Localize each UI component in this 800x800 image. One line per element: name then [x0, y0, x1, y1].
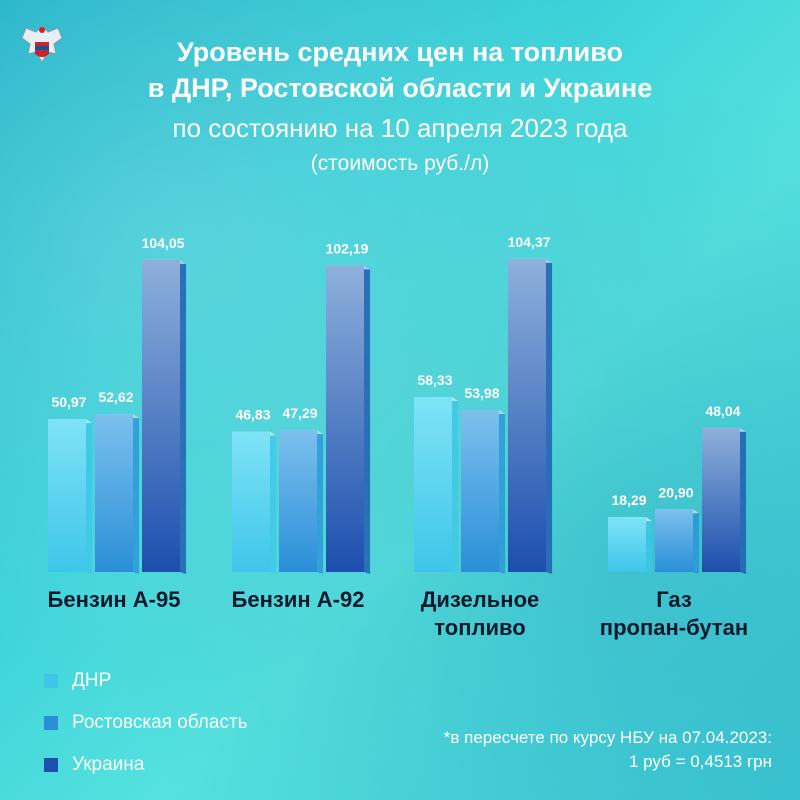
- category-label: Бензин А-92: [198, 586, 398, 614]
- bar-side: [452, 397, 459, 574]
- legend: ДНР Ростовская область Украина: [44, 660, 248, 786]
- bar-side: [364, 265, 371, 574]
- category-label-line: пропан-бутан: [599, 615, 749, 640]
- legend-item-dnr: ДНР: [44, 660, 248, 702]
- legend-swatch: [44, 758, 58, 772]
- data-label: 50,97: [51, 394, 86, 410]
- data-label: 46,83: [235, 407, 270, 423]
- chart-title: Уровень средних цен на топливо в ДНР, Ро…: [0, 34, 800, 180]
- category-label: Газ пропан-бутан: [574, 586, 774, 642]
- footnote-line-1: *в пересчете по курсу НБУ на 07.04.2023:: [443, 728, 772, 747]
- bar: [326, 265, 364, 572]
- bar: [95, 414, 133, 572]
- legend-swatch: [44, 674, 58, 688]
- data-label: 102,19: [326, 240, 369, 256]
- category-label: Дизельное топливо: [380, 586, 580, 642]
- subtitle-date: по состоянию на 10 апреля 2023 года: [172, 113, 628, 143]
- bar: [461, 410, 499, 572]
- bar: [508, 258, 546, 572]
- bar-side: [180, 259, 187, 574]
- bar: [232, 431, 270, 572]
- bar-side: [693, 509, 700, 574]
- footnote-line-2: 1 руб = 0,4513 грн: [628, 752, 772, 771]
- legend-item-ukraine: Украина: [44, 744, 248, 786]
- category-label-line: Бензин А-92: [231, 587, 365, 612]
- bar: [655, 509, 693, 572]
- data-label: 53,98: [464, 385, 499, 401]
- data-label: 104,05: [142, 235, 185, 251]
- bar: [608, 517, 646, 572]
- data-label: 18,29: [611, 492, 646, 508]
- subtitle-unit: (стоимость руб./л): [310, 152, 490, 175]
- category-label-line: Дизельное: [420, 587, 540, 612]
- data-label: 20,90: [658, 484, 693, 500]
- data-label: 48,04: [705, 403, 740, 419]
- category-label-line: Газ: [656, 587, 692, 612]
- bar: [279, 430, 317, 572]
- title-line-2: в ДНР, Ростовской области и Украине: [147, 73, 653, 103]
- footnote: *в пересчете по курсу НБУ на 07.04.2023:…: [444, 726, 772, 774]
- title-line-1: Уровень средних цен на топливо: [177, 37, 623, 67]
- bar: [48, 419, 86, 572]
- data-label: 47,29: [282, 405, 317, 421]
- legend-label: Ростовская область: [72, 712, 248, 733]
- legend-swatch: [44, 716, 58, 730]
- category-label: Бензин А-95: [14, 586, 214, 614]
- bar: [142, 259, 180, 572]
- bar-side: [133, 414, 140, 574]
- category-label-line: топливо: [434, 615, 526, 640]
- bar-side: [499, 410, 506, 574]
- coat-of-arms-icon: [21, 25, 63, 63]
- bar-side: [646, 517, 653, 574]
- bar: [414, 397, 452, 572]
- bar: [702, 427, 740, 572]
- data-label: 58,33: [417, 372, 452, 388]
- category-label-line: Бензин А-95: [47, 587, 181, 612]
- bar-side: [317, 430, 324, 574]
- legend-label: ДНР: [72, 670, 112, 691]
- data-label: 104,37: [508, 234, 551, 250]
- bar-side: [546, 258, 553, 574]
- bar-side: [740, 427, 747, 574]
- bar-side: [270, 431, 277, 574]
- legend-item-rostov: Ростовская область: [44, 702, 248, 744]
- legend-label: Украина: [72, 754, 145, 775]
- data-label: 52,62: [98, 389, 133, 405]
- bar-side: [86, 419, 93, 574]
